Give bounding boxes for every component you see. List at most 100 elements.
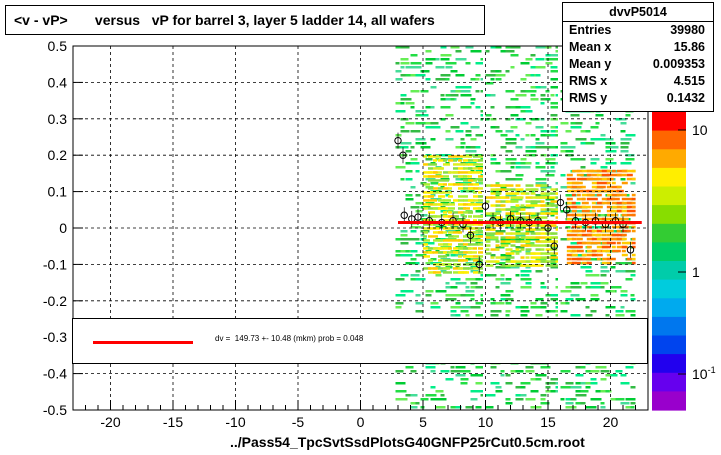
heatmap-cell: [605, 314, 610, 317]
heatmap-cell: [565, 150, 574, 153]
heatmap-cell: [495, 246, 502, 249]
heatmap-cell: [616, 201, 624, 205]
heatmap-cell: [475, 62, 483, 65]
heatmap-cell: [445, 254, 450, 257]
heatmap-cell: [540, 394, 547, 397]
heatmap-cell: [540, 286, 547, 289]
heatmap-cell: [610, 266, 616, 269]
heatmap-cell: [470, 286, 479, 289]
y-tick-label: 0.5: [48, 38, 68, 54]
heatmap-cell: [505, 258, 511, 261]
heatmap-cell: [405, 262, 416, 265]
heatmap-cell: [463, 215, 467, 218]
heatmap-cell: [565, 298, 574, 301]
heatmap-cell: [473, 235, 482, 238]
heatmap-cell: [460, 214, 465, 217]
profile-point: [475, 260, 483, 269]
heatmap-cell: [433, 155, 441, 158]
heatmap-cell: [495, 232, 504, 235]
heatmap-cell: [590, 378, 597, 381]
heatmap-cell: [400, 274, 409, 277]
heatmap-cell: [490, 310, 502, 313]
heatmap-cell: [560, 398, 565, 401]
fit-legend-line: [93, 341, 193, 344]
heatmap-cell: [545, 238, 552, 241]
heatmap-cell: [621, 213, 627, 217]
heatmap-cell: [610, 398, 616, 401]
y-tick-label: 0.1: [48, 184, 68, 200]
heatmap-cell: [485, 184, 493, 187]
heatmap-cell: [420, 214, 428, 217]
heatmap-cell: [520, 158, 527, 161]
heatmap-cell: [460, 106, 472, 109]
heatmap-cell: [580, 174, 591, 177]
heatmap-cell: [435, 390, 444, 393]
heatmap-cell: [410, 370, 417, 373]
heatmap-cell: [625, 158, 635, 161]
color-scale-label: 1: [692, 264, 700, 280]
heatmap-cell: [571, 169, 580, 173]
heatmap-cell: [540, 98, 550, 101]
heatmap-cell: [616, 237, 625, 241]
heatmap-cell: [620, 122, 627, 125]
heatmap-cell: [596, 181, 608, 185]
heatmap-cell: [495, 170, 502, 173]
heatmap-cell: [535, 178, 547, 181]
heatmap-cell: [620, 306, 625, 309]
heatmap-cell: [591, 241, 601, 245]
heatmap-cell: [438, 187, 443, 190]
heatmap-cell: [540, 398, 546, 401]
heatmap-cell: [585, 306, 590, 309]
heatmap-cell: [410, 186, 416, 189]
heatmap-cell: [621, 181, 628, 185]
heatmap-cell: [530, 398, 536, 401]
profile-point: [563, 206, 571, 214]
heatmap-cell: [555, 46, 558, 49]
heatmap-cell: [448, 235, 454, 238]
heatmap-cell: [611, 181, 616, 185]
heatmap-cell: [405, 74, 415, 77]
heatmap-cell: [485, 252, 492, 255]
heatmap-cell: [601, 257, 611, 261]
heatmap-cell: [615, 314, 625, 317]
heatmap-cell: [473, 259, 478, 262]
heatmap-cell: [505, 314, 510, 317]
heatmap-cell: [495, 78, 502, 81]
stats-value: 4.515: [673, 74, 705, 88]
heatmap-cell: [478, 175, 483, 178]
heatmap-cell: [428, 271, 436, 274]
heatmap-cell: [596, 249, 601, 253]
heatmap-cell: [453, 167, 458, 170]
heatmap-cell: [490, 94, 496, 97]
heatmap-cell: [460, 142, 466, 145]
heatmap-cell: [475, 366, 483, 369]
heatmap-cell: [415, 310, 424, 313]
y-tick-label: -0.4: [43, 366, 67, 382]
heatmap-cell: [468, 167, 472, 170]
x-tick-label: -10: [225, 414, 245, 430]
heatmap-cell: [585, 382, 593, 385]
heatmap-cell: [550, 118, 558, 121]
heatmap-cell: [540, 306, 547, 309]
heatmap-cell: [468, 239, 475, 242]
heatmap-cell: [478, 251, 483, 254]
heatmap-cell: [545, 212, 553, 215]
heatmap-cell: [485, 274, 493, 277]
heatmap-cell: [490, 46, 498, 49]
heatmap-cell: [428, 211, 435, 214]
heatmap-cell: [566, 233, 578, 237]
heatmap-cell: [550, 106, 558, 109]
heatmap-cell: [395, 134, 402, 137]
heatmap-cell: [428, 171, 437, 174]
heatmap-cell: [465, 130, 472, 133]
heatmap-cell: [621, 173, 627, 177]
heatmap-cell: [428, 227, 436, 230]
heatmap-cell: [490, 314, 499, 317]
color-scale-step: [652, 223, 686, 243]
heatmap-cell: [585, 386, 591, 389]
heatmap-cell: [450, 370, 461, 373]
heatmap-cell: [428, 155, 437, 158]
heatmap-cell: [535, 58, 545, 61]
heatmap-cell: [530, 256, 541, 259]
heatmap-cell: [555, 50, 558, 53]
